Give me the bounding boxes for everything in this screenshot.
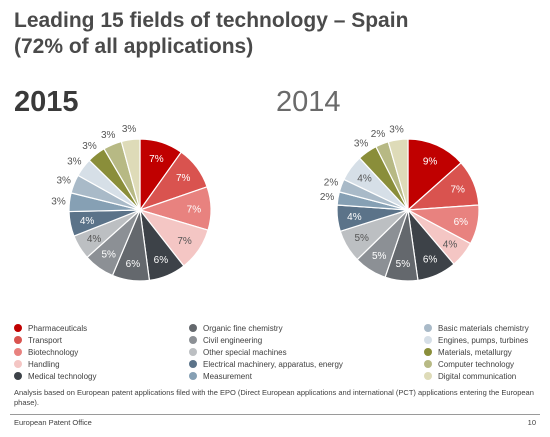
legend-item-5: Medical technology bbox=[14, 371, 96, 382]
pie-label-2014-6: 5% bbox=[396, 259, 411, 270]
legend-label: Pharmaceuticals bbox=[28, 324, 88, 333]
pie-label-2015-15: 3% bbox=[122, 124, 137, 135]
legend-swatch bbox=[424, 324, 432, 332]
legend-swatch bbox=[14, 372, 22, 380]
footnote: Analysis based on European patent applic… bbox=[14, 388, 534, 407]
legend-label: Basic materials chemistry bbox=[438, 324, 529, 333]
pie-label-2015-1: 7% bbox=[149, 154, 164, 165]
legend-item-4: Handling bbox=[14, 359, 60, 370]
legend-label: Transport bbox=[28, 336, 62, 345]
legend-swatch bbox=[14, 348, 22, 356]
legend-label: Materials, metallurgy bbox=[438, 348, 512, 357]
legend-label: Biotechnology bbox=[28, 348, 79, 357]
legend-item-11: Basic materials chemistry bbox=[424, 323, 529, 334]
pie-label-2014-4: 4% bbox=[443, 239, 458, 250]
pie-slice-2015-15 bbox=[120, 138, 141, 211]
pie-label-2015-7: 5% bbox=[101, 249, 116, 260]
pie-label-2015-6: 6% bbox=[126, 259, 141, 270]
pie-label-2014-13: 3% bbox=[354, 138, 369, 149]
pie-label-2015-12: 3% bbox=[67, 156, 82, 167]
pie-label-2015-10: 3% bbox=[51, 196, 66, 207]
legend-label: Other special machines bbox=[203, 348, 287, 357]
pie-label-2015-4: 7% bbox=[177, 236, 192, 247]
legend-item-10: Measurement bbox=[189, 371, 252, 382]
legend-swatch bbox=[189, 348, 197, 356]
legend-swatch bbox=[14, 324, 22, 332]
year-label-2014: 2014 bbox=[276, 86, 341, 118]
pie-label-2015-8: 4% bbox=[87, 234, 102, 245]
legend-swatch bbox=[189, 372, 197, 380]
legend-label: Engines, pumps, turbines bbox=[438, 336, 529, 345]
legend-item-14: Computer technology bbox=[424, 359, 514, 370]
pie-label-2014-2: 7% bbox=[450, 185, 465, 196]
legend-swatch bbox=[424, 336, 432, 344]
legend-item-6: Organic fine chemistry bbox=[189, 323, 283, 334]
pie-label-2014-5: 6% bbox=[423, 255, 438, 266]
legend-label: Measurement bbox=[203, 372, 252, 381]
pie-charts: 7%7%7%7%6%6%5%4%4%3%3%3%3%3%3% 9%7%6%4%6… bbox=[51, 124, 480, 282]
legend-label: Handling bbox=[28, 360, 60, 369]
legend-label: Organic fine chemistry bbox=[203, 324, 283, 333]
legend-item-8: Other special machines bbox=[189, 347, 287, 358]
legend-label: Electrical machinery, apparatus, energy bbox=[203, 360, 343, 369]
title-line-1: Leading 15 fields of technology – Spain bbox=[14, 9, 409, 32]
footer-divider bbox=[10, 414, 540, 415]
legend: Pharmaceuticals Transport Biotechnology Han… bbox=[14, 323, 544, 385]
pie-chart-2015: 7%7%7%7%6%6%5%4%4%3%3%3%3%3%3% bbox=[51, 124, 212, 282]
pie-label-2014-1: 9% bbox=[423, 156, 438, 167]
legend-item-7: Civil engineering bbox=[189, 335, 262, 346]
pie-label-2014-11: 2% bbox=[324, 177, 339, 188]
pie-label-2015-3: 7% bbox=[187, 204, 202, 215]
legend-swatch bbox=[14, 336, 22, 344]
pie-slice-2014-15 bbox=[387, 138, 409, 211]
legend-item-3: Biotechnology bbox=[14, 347, 78, 358]
legend-label: Civil engineering bbox=[203, 336, 263, 345]
pie-label-2014-8: 5% bbox=[354, 233, 369, 244]
pie-label-2014-9: 4% bbox=[347, 212, 362, 223]
pie-label-2015-5: 6% bbox=[154, 255, 169, 266]
legend-item-12: Engines, pumps, turbines bbox=[424, 335, 528, 346]
legend-item-13: Materials, metallurgy bbox=[424, 347, 512, 358]
pie-label-2015-14: 3% bbox=[101, 130, 116, 141]
legend-label: Computer technology bbox=[438, 360, 515, 369]
legend-item-15: Digital communication bbox=[424, 371, 516, 382]
pie-label-2014-10: 2% bbox=[320, 192, 335, 203]
pie-label-2014-12: 4% bbox=[357, 174, 372, 185]
legend-item-9: Electrical machinery, apparatus, energy bbox=[189, 359, 343, 370]
pie-slice-2014-1 bbox=[407, 138, 462, 212]
year-label-2015: 2015 bbox=[14, 86, 79, 118]
pie-label-2014-14: 2% bbox=[371, 129, 386, 140]
legend-swatch bbox=[424, 348, 432, 356]
footer-organization: European Patent Office bbox=[14, 418, 92, 427]
legend-swatch bbox=[14, 360, 22, 368]
legend-item-1: Pharmaceuticals bbox=[14, 323, 87, 334]
legend-item-2: Transport bbox=[14, 335, 62, 346]
title-line-2: (72% of all applications) bbox=[14, 35, 254, 58]
legend-label: Medical technology bbox=[28, 372, 97, 381]
pie-label-2014-15: 3% bbox=[389, 124, 404, 135]
chart-title: Leading 15 fields of technology – Spain … bbox=[14, 8, 534, 60]
legend-swatch bbox=[189, 336, 197, 344]
page-number: 10 bbox=[527, 418, 536, 427]
legend-label: Digital communication bbox=[438, 372, 517, 381]
legend-swatch bbox=[189, 324, 197, 332]
pie-label-2015-11: 3% bbox=[56, 175, 71, 186]
pie-label-2014-7: 5% bbox=[372, 251, 387, 262]
legend-swatch bbox=[424, 372, 432, 380]
legend-swatch bbox=[424, 360, 432, 368]
legend-swatch bbox=[189, 360, 197, 368]
pie-label-2015-2: 7% bbox=[176, 173, 191, 184]
pie-label-2014-3: 6% bbox=[454, 217, 469, 228]
pie-label-2015-13: 3% bbox=[82, 141, 97, 152]
pie-chart-2014: 9%7%6%4%6%5%5%5%4%2%2% 4%3%2% 3% bbox=[320, 124, 480, 282]
pie-label-2015-9: 4% bbox=[80, 216, 95, 227]
